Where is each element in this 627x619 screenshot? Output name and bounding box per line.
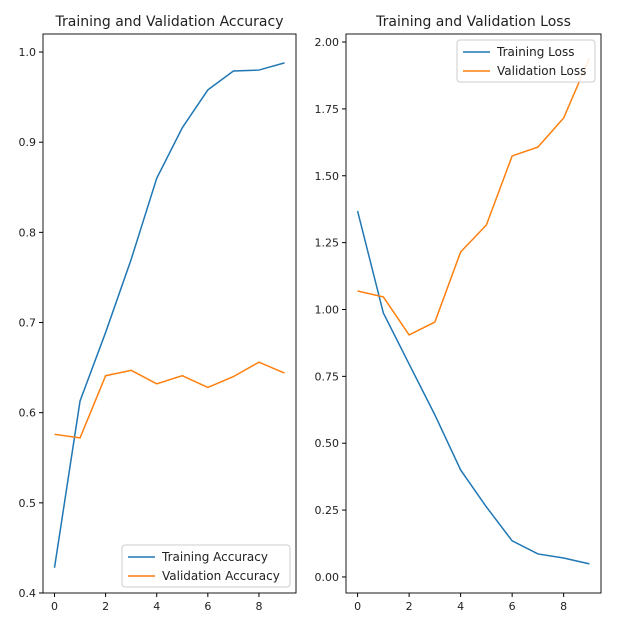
y-tick-label: 0.7 [19, 317, 37, 330]
legend-label: Training Accuracy [161, 550, 268, 564]
legend-label: Validation Accuracy [162, 569, 280, 583]
y-tick-label: 0.9 [19, 136, 37, 149]
y-tick-label: 0.4 [19, 587, 37, 600]
y-tick-label: 1.50 [315, 170, 340, 183]
y-tick-label: 0.8 [19, 226, 37, 239]
x-tick-label: 6 [204, 600, 211, 613]
x-tick-label: 2 [406, 600, 413, 613]
series-line-validation-accuracy [54, 361, 285, 439]
chart-0: Training and Validation Accuracy 0 2 4 6 8 0.4… [19, 14, 297, 613]
y-tick-label: 1.25 [315, 237, 340, 250]
series-line-validation-loss [357, 57, 591, 336]
y-tick-label: 1.75 [315, 103, 340, 116]
legend-box [456, 39, 596, 83]
legend-label: Validation Loss [497, 64, 586, 78]
y-tick-label: 0.50 [315, 437, 340, 450]
y-tick-label: 2.00 [315, 36, 340, 49]
chart-title: Training and Validation Loss [375, 14, 571, 30]
y-tick-label: 0.25 [315, 504, 340, 517]
y-tick-label: 0.75 [315, 370, 340, 383]
y-tick-label: 0.5 [19, 497, 37, 510]
legend-label: Training Loss [496, 45, 574, 59]
chart-title: Training and Validation Accuracy [55, 14, 284, 30]
legend: Training Accuracy Validation Accuracy [121, 544, 291, 588]
x-tick-label: 2 [102, 600, 109, 613]
legend: Training Loss Validation Loss [456, 39, 596, 83]
x-tick-label: 0 [51, 600, 58, 613]
axes-frame [345, 33, 602, 594]
series-line-training-accuracy [53, 62, 285, 568]
y-tick-label: 1.0 [19, 46, 37, 59]
y-tick-label: 1.00 [315, 303, 340, 316]
series-line-training-loss [356, 210, 590, 565]
x-tick-label: 8 [255, 600, 262, 613]
x-tick-label: 4 [457, 600, 464, 613]
y-tick-label: 0.00 [315, 571, 340, 584]
axes-frame [42, 33, 297, 594]
x-tick-label: 0 [354, 600, 361, 613]
x-tick-label: 4 [153, 600, 160, 613]
chart-1: Training and Validation Loss 0 2 4 6 8 0.00 0.2… [315, 14, 602, 613]
legend-box [121, 544, 291, 588]
y-tick-label: 0.6 [19, 407, 37, 420]
x-tick-label: 8 [560, 600, 567, 613]
x-tick-label: 6 [509, 600, 516, 613]
